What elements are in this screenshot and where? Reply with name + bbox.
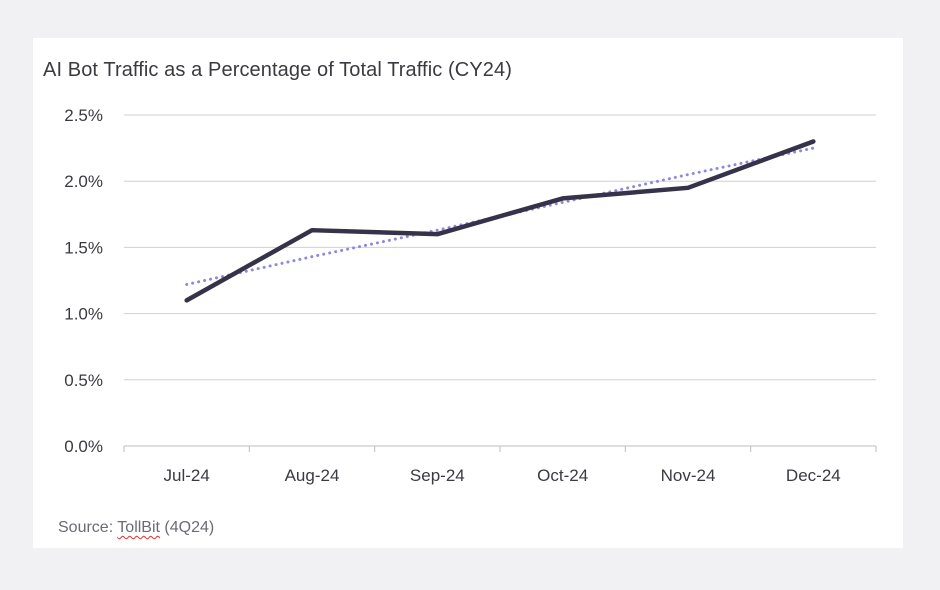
series-line (184, 139, 816, 303)
x-tick-label: Nov-24 (661, 466, 716, 485)
source-suffix: (4Q24) (159, 519, 215, 536)
x-tick-label: Sep-24 (410, 466, 465, 485)
chart-plot: 0.0% 0.5% 1.0% 1.5% 2.0% 2.5% Jul-24 Aug-24 Sep… (64, 106, 877, 485)
x-tick-label: Oct-24 (537, 466, 588, 485)
x-tick-label: Jul-24 (164, 466, 210, 485)
source-link[interactable]: TollBit (117, 519, 160, 536)
y-tick-label: 1.5% (64, 238, 103, 257)
x-tick-label: Dec-24 (786, 466, 841, 485)
chart-card: AI Bot Traffic as a Percentage of Total … (33, 38, 903, 548)
source-note: Source: TollBit (4Q24) (58, 519, 214, 537)
source-prefix: Source: (58, 519, 118, 536)
y-tick-label: 0.5% (64, 371, 103, 390)
x-axis: Jul-24 Aug-24 Sep-24 Oct-24 Nov-24 Dec-24 (123, 445, 877, 485)
y-axis-ticks: 0.0% 0.5% 1.0% 1.5% 2.0% 2.5% (64, 106, 103, 456)
y-tick-label: 1.0% (64, 305, 103, 324)
series-lines (184, 139, 816, 303)
y-tick-label: 0.0% (64, 437, 103, 456)
chart-title: AI Bot Traffic as a Percentage of Total … (43, 59, 512, 81)
x-tick-label: Aug-24 (285, 466, 340, 485)
y-tick-label: 2.5% (64, 106, 103, 125)
gridlines (124, 114, 876, 381)
y-tick-label: 2.0% (64, 172, 103, 191)
